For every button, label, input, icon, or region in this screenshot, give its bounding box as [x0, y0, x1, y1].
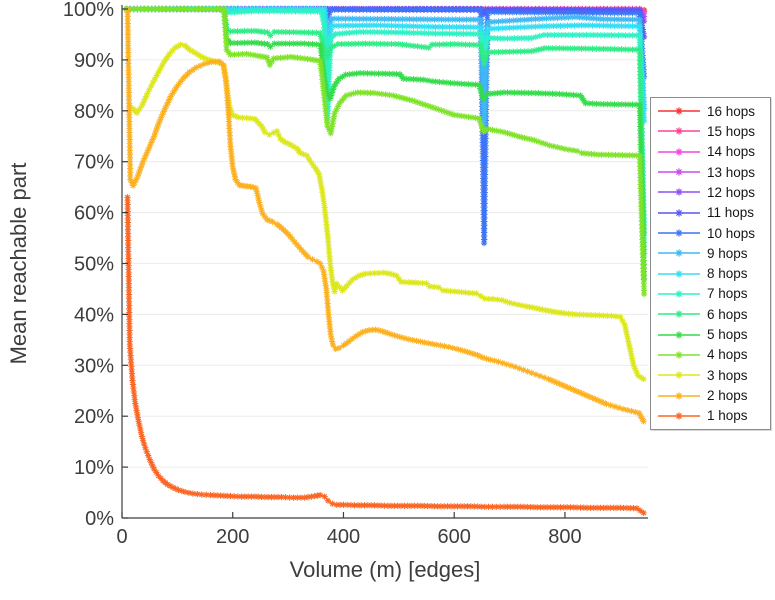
asterisk-marker-icon: [675, 209, 683, 217]
legend-line-sample: [658, 209, 700, 217]
series-line-2-hops[interactable]: [124, 5, 647, 425]
asterisk-marker-icon: [675, 270, 683, 278]
series-line-5-hops[interactable]: [123, 5, 648, 282]
asterisk-marker-icon: [675, 371, 683, 379]
asterisk-marker-icon: [675, 127, 683, 136]
series-line-1-hops[interactable]: [124, 194, 647, 517]
legend-entry-4-hops[interactable]: 4 hops: [657, 345, 770, 364]
y-tick-label-20: 20%: [74, 406, 114, 428]
axes: 0% 10% 20% 30% 40% 50% 60% 70% 80% 90% 100% 0 200 400…: [63, 0, 648, 548]
legend-entry-label: 12 hops: [707, 184, 756, 200]
legend-line-sample: [658, 391, 700, 400]
legend-entry-label: 7 hops: [707, 286, 748, 302]
x-tick-label-400: 400: [327, 526, 360, 548]
y-tick-label-0: 0%: [85, 508, 114, 530]
legend-entry-label: 13 hops: [707, 164, 756, 180]
x-axis-label: Volume (m) [edges]: [290, 557, 481, 582]
asterisk-marker-icon: [675, 188, 683, 197]
legend-entry-label: 4 hops: [707, 347, 748, 363]
asterisk-marker-icon: [675, 330, 683, 339]
y-tick-label-40: 40%: [74, 304, 114, 326]
legend-line-sample: [658, 168, 700, 176]
legend-entry-5-hops[interactable]: 5 hops: [657, 325, 770, 344]
legend-entry-13-hops[interactable]: 13 hops: [657, 163, 770, 182]
x-tick-label-600: 600: [438, 526, 471, 548]
legend-entry-label: 16 hops: [707, 103, 756, 119]
legend-line-sample: [658, 412, 700, 420]
legend-line-sample: [658, 249, 700, 257]
x-tick-label-0: 0: [116, 526, 127, 548]
legend-line-sample: [658, 127, 700, 136]
series-line-4-hops[interactable]: [123, 5, 648, 298]
legend-entry-1-hops[interactable]: 1 hops: [657, 406, 770, 425]
y-tick-label-30: 30%: [74, 355, 114, 377]
asterisk-marker-icon: [675, 310, 683, 318]
gridlines: [122, 59, 648, 468]
legend-entry-16-hops[interactable]: 16 hops: [657, 102, 770, 121]
y-tick-label-100: 100%: [63, 0, 114, 21]
asterisk-marker-icon: [675, 249, 683, 257]
legend-line-sample: [658, 330, 700, 339]
y-tick-label-60: 60%: [74, 203, 114, 225]
legend-entry-label: 5 hops: [707, 327, 748, 343]
legend-line-sample: [658, 148, 700, 156]
legend-line-sample: [658, 229, 700, 237]
legend-entry-label: 2 hops: [707, 388, 748, 404]
asterisk-marker-icon: [675, 107, 683, 115]
legend-entry-6-hops[interactable]: 6 hops: [657, 305, 770, 324]
legend-entry-2-hops[interactable]: 2 hops: [657, 386, 770, 405]
legend-line-sample: [658, 371, 700, 379]
asterisk-marker-icon: [675, 148, 683, 156]
legend-entry-label: 10 hops: [707, 225, 756, 241]
legend-entry-12-hops[interactable]: 12 hops: [657, 183, 770, 202]
x-tick-label-800: 800: [548, 526, 581, 548]
legend-line-sample: [658, 310, 700, 318]
legend-entry-label: 3 hops: [707, 367, 748, 383]
y-tick-label-70: 70%: [74, 152, 114, 174]
legend-line-sample: [658, 290, 700, 298]
asterisk-marker-icon: [675, 168, 683, 176]
legend-line-sample: [658, 270, 700, 278]
legend-line-sample: [658, 107, 700, 115]
legend-entry-15-hops[interactable]: 15 hops: [657, 122, 770, 141]
legend-entry-label: 14 hops: [707, 144, 756, 160]
legend-entry-3-hops[interactable]: 3 hops: [657, 366, 770, 385]
asterisk-marker-icon: [675, 290, 683, 298]
series-line-7-hops[interactable]: [123, 5, 648, 237]
y-tick-label-90: 90%: [74, 50, 114, 72]
y-axis-label: Mean reachable part: [6, 163, 31, 365]
asterisk-marker-icon: [675, 229, 683, 237]
legend-entry-label: 15 hops: [707, 123, 756, 139]
legend-entry-8-hops[interactable]: 8 hops: [657, 264, 770, 283]
series-line-8-hops[interactable]: [123, 5, 648, 125]
y-tick-label-50: 50%: [74, 254, 114, 276]
legend-entry-label: 9 hops: [707, 245, 748, 261]
legend-entry-11-hops[interactable]: 11 hops: [657, 203, 770, 222]
asterisk-marker-icon: [675, 412, 683, 420]
legend-box[interactable]: 16 hops 15 hops 14 hops 13 hops 12 hops: [650, 97, 771, 430]
legend-entry-label: 6 hops: [707, 306, 748, 322]
legend-entry-7-hops[interactable]: 7 hops: [657, 284, 770, 303]
y-tick-label-80: 80%: [74, 101, 114, 123]
series-lines: [123, 5, 648, 517]
legend-entry-label: 1 hops: [707, 408, 748, 424]
series-line-6-hops[interactable]: [123, 5, 648, 257]
legend-entry-10-hops[interactable]: 10 hops: [657, 224, 770, 243]
legend-entry-label: 8 hops: [707, 266, 748, 282]
asterisk-marker-icon: [675, 391, 683, 400]
x-tick-label-200: 200: [216, 526, 249, 548]
legend-line-sample: [658, 188, 700, 197]
legend-entry-14-hops[interactable]: 14 hops: [657, 142, 770, 161]
legend-entry-9-hops[interactable]: 9 hops: [657, 244, 770, 263]
legend-entry-label: 11 hops: [707, 205, 755, 221]
asterisk-marker-icon: [675, 351, 683, 359]
legend-line-sample: [658, 351, 700, 359]
y-tick-label-10: 10%: [74, 457, 114, 479]
